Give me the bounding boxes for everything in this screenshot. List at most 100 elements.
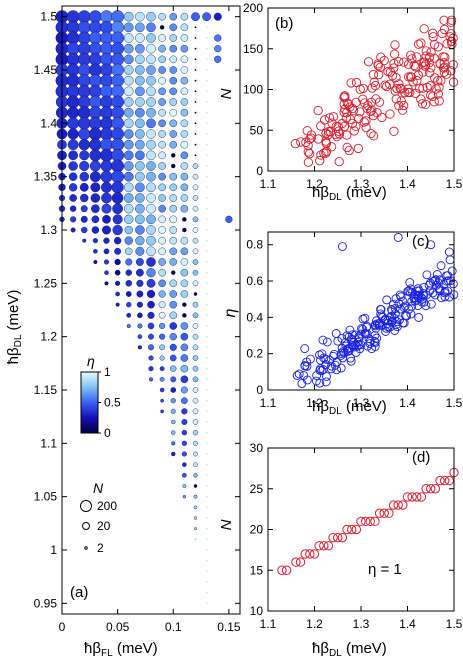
grid-point	[205, 527, 208, 530]
grid-point	[146, 86, 156, 97]
grid-point	[192, 430, 199, 436]
grid-point	[123, 139, 134, 150]
grid-point	[146, 278, 156, 288]
grid-point	[100, 170, 113, 183]
data-point	[370, 342, 380, 351]
grid-point	[135, 214, 145, 225]
grid-point	[158, 66, 166, 74]
data-point	[327, 361, 337, 371]
data-point	[347, 340, 357, 350]
grid-point	[205, 591, 208, 594]
panel-a-y-tick-label: 1	[50, 543, 57, 557]
grid-point	[205, 421, 208, 423]
data-point	[426, 299, 436, 309]
grid-point	[169, 55, 178, 64]
grid-point	[123, 65, 134, 75]
grid-point	[136, 301, 143, 308]
grid-point	[205, 399, 208, 402]
grid-point	[171, 163, 176, 169]
grid-point	[123, 33, 134, 43]
grid-point	[126, 312, 132, 318]
panel-a-y-axis-label: ħβDL (meV)	[5, 290, 24, 365]
grid-point	[123, 54, 134, 65]
grid-point	[205, 239, 208, 242]
data-point	[347, 524, 357, 535]
grid-point	[93, 260, 98, 265]
data-point	[419, 291, 429, 301]
grid-point	[180, 279, 189, 288]
grid-point	[146, 139, 156, 150]
data-point	[346, 356, 356, 366]
grid-point	[192, 195, 199, 201]
grid-point	[205, 37, 208, 39]
data-point	[325, 127, 336, 137]
grid-point	[123, 107, 134, 118]
data-point	[407, 492, 417, 502]
grid-point	[205, 218, 208, 221]
grid-point	[205, 154, 208, 157]
data-point	[395, 315, 404, 325]
grid-point	[159, 376, 165, 382]
panel-b-y-tick-label: 100	[243, 83, 263, 97]
data-point	[428, 28, 438, 38]
grid-point	[135, 171, 145, 182]
grid-point	[77, 117, 91, 130]
grid-point	[192, 184, 199, 191]
data-point	[315, 350, 324, 360]
data-point	[365, 516, 375, 527]
grid-point	[180, 151, 189, 160]
data-point	[406, 72, 417, 82]
data-point	[322, 372, 331, 381]
grid-point	[205, 90, 208, 93]
grid-point	[205, 442, 208, 445]
grid-point	[205, 58, 208, 61]
grid-point	[205, 570, 208, 573]
data-point	[414, 290, 423, 300]
grid-point	[169, 34, 178, 42]
data-point	[370, 320, 380, 330]
grid-point	[192, 237, 199, 244]
panel-b-label: (b)	[275, 15, 293, 32]
grid-point	[70, 227, 76, 233]
data-point	[436, 261, 446, 271]
grid-point	[169, 76, 178, 85]
grid-point	[158, 290, 166, 298]
grid-point	[135, 258, 144, 266]
data-point	[394, 57, 404, 67]
data-point	[300, 549, 310, 559]
grid-point	[169, 247, 178, 256]
data-point	[376, 305, 386, 314]
grid-point	[169, 130, 178, 138]
grid-point	[158, 119, 166, 128]
grid-point	[125, 269, 132, 276]
grid-point	[194, 90, 197, 93]
grid-point	[205, 538, 208, 541]
grid-point	[112, 203, 124, 215]
data-point	[348, 105, 359, 116]
grid-point	[192, 216, 199, 223]
grid-point	[146, 107, 156, 118]
panel-d-y-tick-label: 20	[250, 523, 264, 537]
grid-point	[146, 182, 156, 193]
panel-d-x-tick-label: 1.1	[260, 617, 277, 631]
panel-c-x-tick-label: 1.1	[260, 396, 277, 410]
data-point	[368, 110, 379, 121]
grid-point	[159, 344, 166, 351]
data-point	[403, 87, 413, 98]
data-point	[438, 52, 448, 62]
grid-point	[146, 65, 156, 75]
data-point	[334, 156, 344, 167]
grid-point	[192, 365, 199, 372]
grid-point	[135, 97, 145, 107]
grid-point	[123, 118, 134, 129]
data-point	[336, 363, 346, 373]
grid-point	[146, 22, 156, 33]
data-point	[406, 50, 416, 60]
grid-point	[171, 153, 176, 158]
data-point	[341, 341, 351, 351]
panel-d-y-axis-label: N	[218, 519, 235, 530]
data-point	[316, 121, 326, 131]
panel-d-x-tick-label: 1.3	[353, 617, 370, 631]
data-point	[381, 81, 392, 92]
grid-point	[205, 325, 208, 327]
